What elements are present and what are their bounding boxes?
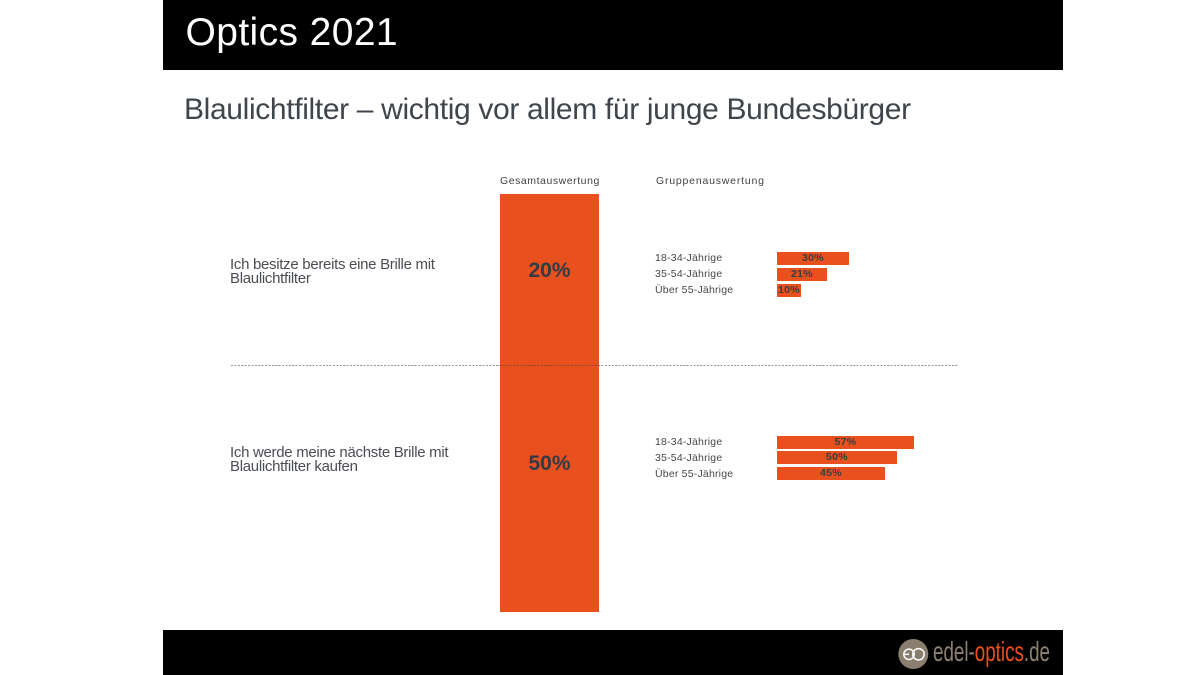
svg-text:edel-optics.de: edel-optics.de [933, 636, 1050, 667]
